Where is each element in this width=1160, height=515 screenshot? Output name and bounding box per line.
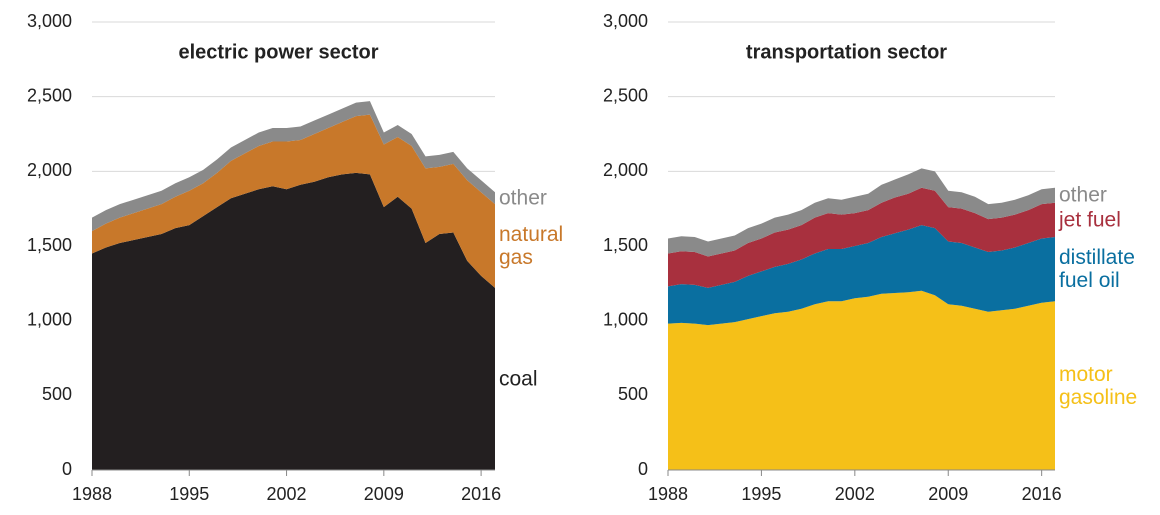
series-label: motor gasoline <box>1059 362 1138 409</box>
y-tick-label: 500 <box>42 384 72 404</box>
x-tick-label: 2016 <box>461 484 501 504</box>
area <box>92 101 495 232</box>
x-tick-label: 2009 <box>928 484 968 504</box>
series-label: jet fuel <box>1059 208 1121 232</box>
x-tick-label: 1988 <box>72 484 112 504</box>
area <box>92 172 495 470</box>
series-label: coal <box>499 367 538 391</box>
x-tick-label: 1995 <box>741 484 781 504</box>
area <box>92 114 495 288</box>
y-tick-label: 0 <box>638 459 648 479</box>
series-label: other <box>499 186 547 210</box>
series-label: distillate fuel oil <box>1059 246 1135 293</box>
y-tick-label: 2,000 <box>603 160 648 180</box>
y-tick-label: 2,000 <box>27 160 72 180</box>
y-tick-label: 2,500 <box>27 85 72 105</box>
x-tick-label: 2002 <box>267 484 307 504</box>
y-tick-label: 3,000 <box>27 11 72 31</box>
area <box>668 187 1055 288</box>
series-label: other <box>1059 183 1107 207</box>
x-tick-label: 2009 <box>364 484 404 504</box>
y-tick-label: 1,500 <box>603 235 648 255</box>
y-tick-label: 0 <box>62 459 72 479</box>
y-tick-label: 1,000 <box>27 309 72 329</box>
series-label: natural gas <box>499 223 564 269</box>
x-tick-label: 1995 <box>169 484 209 504</box>
y-tick-label: 2,500 <box>603 85 648 105</box>
x-tick-label: 1988 <box>648 484 688 504</box>
area <box>668 290 1055 470</box>
area <box>668 225 1055 326</box>
y-tick-label: 500 <box>618 384 648 404</box>
chart-title: transportation sector <box>746 41 947 63</box>
chart-title: electric power sector <box>178 41 378 63</box>
area <box>668 168 1055 257</box>
y-tick-label: 1,000 <box>603 309 648 329</box>
y-tick-label: 1,500 <box>27 235 72 255</box>
y-tick-label: 3,000 <box>603 11 648 31</box>
x-tick-label: 2002 <box>835 484 875 504</box>
x-tick-label: 2016 <box>1022 484 1062 504</box>
